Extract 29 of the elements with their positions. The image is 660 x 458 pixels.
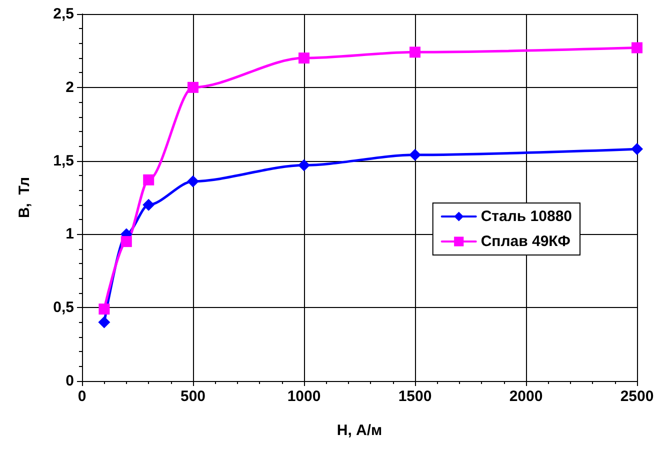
x-tick-label: 0 [78, 388, 86, 405]
point [188, 82, 198, 93]
x-tick-label: 1500 [398, 388, 432, 405]
x-tick-label: 2000 [509, 388, 543, 405]
point [120, 236, 132, 248]
y-tick-label: 2,5 [53, 6, 74, 22]
x-axis-title: H, А/м [336, 422, 382, 439]
y-tick-label: 1,5 [53, 152, 74, 170]
legend-label: Сталь 10880 [480, 208, 572, 225]
y-tick-label: 1 [66, 226, 74, 243]
point [143, 174, 154, 186]
point [98, 316, 110, 328]
point [298, 159, 310, 172]
y-tick-label: 0 [66, 372, 74, 390]
x-tick-label: 1000 [287, 388, 321, 405]
point [187, 175, 199, 188]
point [409, 148, 421, 161]
y-axis-title: B, Тл [16, 176, 33, 218]
point [632, 42, 642, 54]
x-tick-label: 500 [180, 388, 206, 405]
x-tick-label: 2500 [620, 388, 654, 405]
point [410, 46, 420, 58]
point [631, 143, 643, 156]
legend-label: Сплав 49КФ [480, 233, 571, 250]
point [298, 52, 310, 64]
y-tick-label: 0,5 [53, 299, 74, 316]
point [98, 304, 110, 315]
y-tick-label: 2 [66, 78, 74, 96]
point [142, 198, 155, 211]
